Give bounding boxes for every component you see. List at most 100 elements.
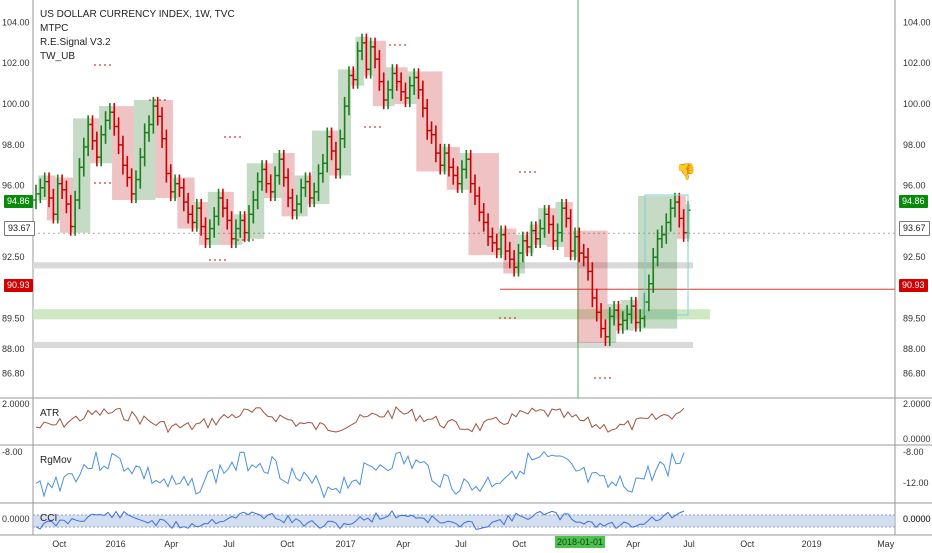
signal-dot — [94, 64, 96, 66]
rgmov-pane-label[interactable]: RgMov — [40, 455, 72, 466]
signal-dot — [99, 182, 101, 184]
signal-dot — [234, 136, 236, 138]
price-axis-label-left: 89.50 — [2, 313, 25, 323]
signal-dot — [219, 259, 221, 261]
price-axis-label-right: 89.50 — [903, 313, 926, 323]
atr-axis-label-left: 2.0000 — [2, 399, 30, 409]
level-price-tag-left: 90.93 — [4, 279, 33, 292]
cursor-price-tag-right: 93.67 — [899, 221, 930, 236]
signal-dot — [524, 171, 526, 173]
time-axis-label: Oct — [52, 539, 67, 549]
signal-dot — [519, 171, 521, 173]
signal-dot — [104, 64, 106, 66]
price-axis-label-right: 88.00 — [903, 344, 926, 354]
signal-dot — [229, 136, 231, 138]
thumbs-down-icon: 👎 — [676, 164, 696, 181]
cursor-price-tag-left: 93.67 — [4, 221, 35, 236]
indicator-twub[interactable]: TW_UB — [40, 51, 75, 62]
cci-axis-label-right: 0.0000 — [903, 514, 931, 524]
time-axis-label: Apr — [396, 539, 410, 549]
price-axis-label-left: 88.00 — [2, 344, 25, 354]
price-axis-label-right: 100.00 — [903, 99, 931, 109]
time-axis-label: 2016 — [106, 539, 126, 549]
trend-box — [407, 71, 417, 105]
signal-dot — [514, 317, 516, 319]
signal-dot — [214, 259, 216, 261]
price-axis-label-right: 104.00 — [903, 17, 931, 27]
price-axis-label-right: 86.80 — [903, 369, 926, 379]
signal-dot — [404, 44, 406, 46]
indicator-mtpc[interactable]: MTPC — [40, 23, 69, 34]
signal-dot — [237, 239, 239, 241]
signal-dot — [154, 99, 156, 101]
price-axis-label-right: 96.00 — [903, 181, 926, 191]
signal-dot — [374, 126, 376, 128]
signal-dot — [242, 239, 244, 241]
trend-box — [555, 202, 565, 247]
time-axis-label: Jul — [223, 539, 235, 549]
trend-box — [329, 130, 339, 176]
time-axis-label: Jul — [455, 539, 467, 549]
rgmov-axis-label-right: -8.00 — [903, 447, 924, 457]
signal-dot — [369, 126, 371, 128]
time-axis-label: Oct — [512, 539, 527, 549]
signal-dot — [104, 182, 106, 184]
trend-box — [459, 153, 469, 190]
signal-dot — [109, 64, 111, 66]
cci-axis-label-right-2: 0.0000 — [903, 514, 931, 524]
support-zone-bottom — [33, 341, 693, 348]
price-axis-label-right: 92.50 — [903, 252, 926, 262]
signal-dot — [499, 317, 501, 319]
trend-box — [385, 67, 395, 107]
trend-box — [355, 36, 365, 86]
signal-dot — [164, 99, 166, 101]
signal-dot — [529, 171, 531, 173]
time-axis-label: Oct — [740, 539, 755, 549]
last-price-tag-right: 94.86 — [899, 195, 928, 208]
signal-dot — [159, 99, 161, 101]
price-axis-label-left: 98.00 — [2, 140, 25, 150]
time-axis-crosshair-date: 2018-01-01 — [555, 536, 606, 548]
resistance-zone — [33, 262, 693, 269]
signal-dot — [534, 171, 536, 173]
trend-box — [177, 177, 195, 229]
atr-pane-label[interactable]: ATR — [40, 408, 60, 419]
signal-dot — [504, 317, 506, 319]
time-axis-label: Oct — [280, 539, 295, 549]
signal-dot — [509, 317, 511, 319]
signal-dot — [247, 239, 249, 241]
trend-box — [538, 208, 547, 245]
signal-dot — [364, 126, 366, 128]
trend-box — [416, 71, 443, 172]
channel-box — [644, 194, 689, 316]
trend-box — [264, 163, 273, 198]
signal-dot — [99, 64, 101, 66]
indicator-resignal[interactable]: R.E.Signal V3.2 — [40, 37, 111, 48]
signal-dot — [599, 377, 601, 379]
cci-axis-label-left: 0.0000 — [2, 514, 30, 524]
chart-legend: US DOLLAR CURRENCY INDEX, 1W, TVC MTPC R… — [40, 8, 235, 64]
price-axis-label-right: 102.00 — [903, 58, 931, 68]
rgmov-line — [35, 450, 685, 499]
signal-dot — [149, 99, 151, 101]
price-axis-label-left: 86.80 — [2, 369, 25, 379]
signal-dot — [609, 377, 611, 379]
signal-dot — [379, 126, 381, 128]
signal-dot — [594, 377, 596, 379]
signal-dot — [399, 44, 401, 46]
support-zone-green — [33, 309, 710, 320]
cci-pane-label[interactable]: CCI — [40, 513, 58, 524]
atr-axis-label-right: 2.0000 — [903, 399, 931, 409]
signal-dot — [389, 44, 391, 46]
cci-line — [35, 510, 685, 530]
time-axis-label: Apr — [164, 539, 178, 549]
rgmov-axis-label-right-2: -12.00 — [903, 478, 929, 488]
trend-box — [564, 202, 573, 258]
trend-box — [233, 214, 243, 245]
time-axis-label: Apr — [626, 539, 640, 549]
time-axis-label: 2017 — [336, 539, 356, 549]
symbol-title[interactable]: US DOLLAR CURRENCY INDEX, 1W, TVC — [40, 9, 235, 20]
